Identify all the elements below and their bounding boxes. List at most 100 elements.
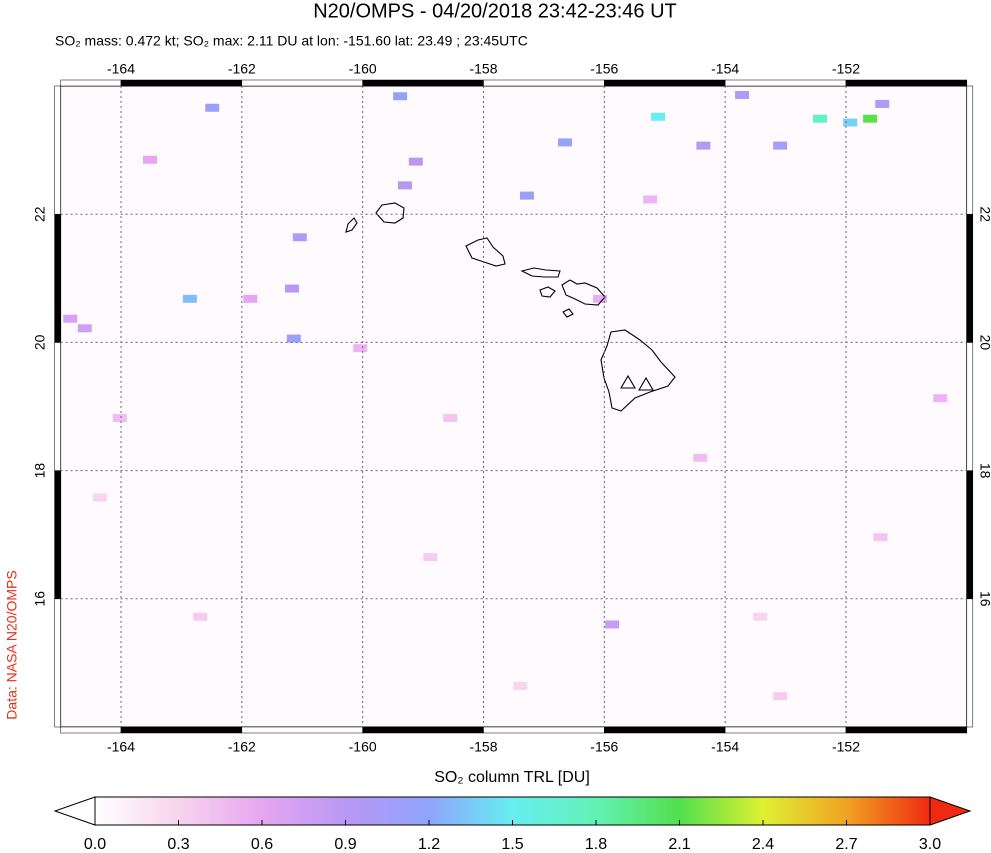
x-tick-label: -154 xyxy=(711,739,739,755)
x-tick-label: -156 xyxy=(590,739,618,755)
frame-bar xyxy=(54,470,61,600)
so2-pixel xyxy=(182,294,197,303)
so2-pixel xyxy=(773,692,788,701)
frame-bar xyxy=(54,598,61,728)
frame-bar xyxy=(120,726,243,734)
y-tick-label: 18 xyxy=(32,463,48,479)
so2-pixel xyxy=(843,118,858,127)
colorbar: 0.0 0.3 0.6 0.9 1.2 1.5 1.8 2.1 2.4 2.7 3.0 xyxy=(53,796,972,853)
x-tick-label-top: -152 xyxy=(832,61,860,77)
frame-bar xyxy=(604,79,726,87)
x-tick-label-top: -156 xyxy=(590,61,618,77)
y-tick-label-right: 22 xyxy=(977,206,991,222)
so2-pixel xyxy=(513,681,528,690)
colorbar-label: SO₂ column TRL [DU] xyxy=(434,769,590,786)
so2-pixel xyxy=(63,314,78,323)
frame-bar xyxy=(724,79,847,87)
frame-bar xyxy=(54,213,61,343)
so2-pixel xyxy=(423,553,438,562)
x-tick-label: -164 xyxy=(107,739,135,755)
coast-molokai xyxy=(520,267,561,278)
source-label: Data: NASA N20/OMPS xyxy=(4,570,20,719)
frame-bar xyxy=(845,79,968,87)
colorbar-tick-label: 2.4 xyxy=(752,836,774,853)
colorbar-tick-label: 0.0 xyxy=(84,836,106,853)
x-tick-label-top: -162 xyxy=(228,61,256,77)
colorbar-tick-label: 2.1 xyxy=(668,836,690,853)
y-tick-label-right: 16 xyxy=(977,591,991,607)
chart-subtitle: SO₂ mass: 0.472 kt; SO₂ max: 2.11 DU at … xyxy=(55,33,528,49)
coast-kahoolawe xyxy=(562,308,574,318)
x-tick-label: -152 xyxy=(832,739,860,755)
colorbar-low-end xyxy=(53,796,96,826)
so2-pixel xyxy=(605,620,620,629)
coast-maui xyxy=(561,279,606,306)
so2-pixel xyxy=(696,141,711,150)
so2-pixel xyxy=(205,103,220,112)
coastlines xyxy=(345,202,676,412)
coast-kauai xyxy=(375,202,405,224)
frame-bar xyxy=(966,342,974,471)
colorbar-tick-label: 0.6 xyxy=(251,836,273,853)
frame-bar xyxy=(54,85,61,215)
frame-bar xyxy=(483,79,605,87)
frame-bar xyxy=(845,726,968,734)
pixel-layer xyxy=(63,90,948,701)
so2-pixel xyxy=(693,453,708,462)
x-tick-label-top: -154 xyxy=(711,61,739,77)
so2-pixel xyxy=(284,284,299,293)
so2-pixel xyxy=(92,493,107,502)
so2-pixel xyxy=(643,195,658,204)
coast-niihau xyxy=(345,217,358,233)
chart-title: N20/OMPS - 04/20/2018 23:42-23:46 UT xyxy=(313,0,677,22)
so2-pixel xyxy=(933,394,948,403)
frame-bar xyxy=(966,598,974,728)
frame-bar xyxy=(120,79,243,87)
so2-pixel xyxy=(143,155,158,164)
frame-bar xyxy=(604,726,726,734)
so2-pixel xyxy=(353,344,368,353)
so2-pixel xyxy=(77,324,92,333)
frame-bar xyxy=(362,79,484,87)
colorbar-tick-label: 0.9 xyxy=(334,836,356,853)
coast-oahu xyxy=(465,237,506,267)
y-tick-label: 20 xyxy=(32,334,48,350)
volcano-mauna-loa xyxy=(620,374,636,389)
frame-bar xyxy=(724,726,847,734)
y-tick-label-right: 18 xyxy=(977,463,991,479)
so2-pixel xyxy=(393,92,408,101)
so2-pixel xyxy=(863,114,878,123)
so2-pixel xyxy=(753,612,768,621)
colorbar-tick-label: 0.3 xyxy=(167,836,189,853)
map-background xyxy=(60,86,967,727)
so2-pixel xyxy=(292,233,307,242)
colorbar-tick-label: 1.2 xyxy=(418,836,440,853)
so2-pixel xyxy=(735,90,750,99)
so2-pixel xyxy=(519,191,534,200)
y-tick-label: 16 xyxy=(32,591,48,607)
so2-pixel xyxy=(875,99,890,108)
frame-bar xyxy=(483,726,605,734)
y-tick-label-right: 20 xyxy=(977,335,991,351)
so2-pixel xyxy=(408,157,423,166)
x-tick-label-top: -160 xyxy=(349,61,377,77)
frame-bar xyxy=(241,726,363,734)
volcano-kilauea xyxy=(638,376,654,391)
so2-pixel xyxy=(243,294,258,303)
so2-pixel xyxy=(773,141,788,150)
frame-bar xyxy=(60,79,122,87)
so2-pixel xyxy=(397,181,412,190)
coast-lanai xyxy=(539,286,556,298)
so2-pixel xyxy=(812,114,827,123)
so2-pixel xyxy=(593,294,608,303)
colorbar-tick-label: 2.7 xyxy=(835,836,857,853)
so2-pixel xyxy=(193,612,208,621)
x-tick-label: -158 xyxy=(469,739,497,755)
colorbar-tick-label: 3.0 xyxy=(919,836,941,853)
frame-bar xyxy=(362,726,484,734)
coast-hawaii xyxy=(600,329,676,412)
colorbar-tick-label: 1.5 xyxy=(501,836,523,853)
frame-bar xyxy=(54,342,61,471)
